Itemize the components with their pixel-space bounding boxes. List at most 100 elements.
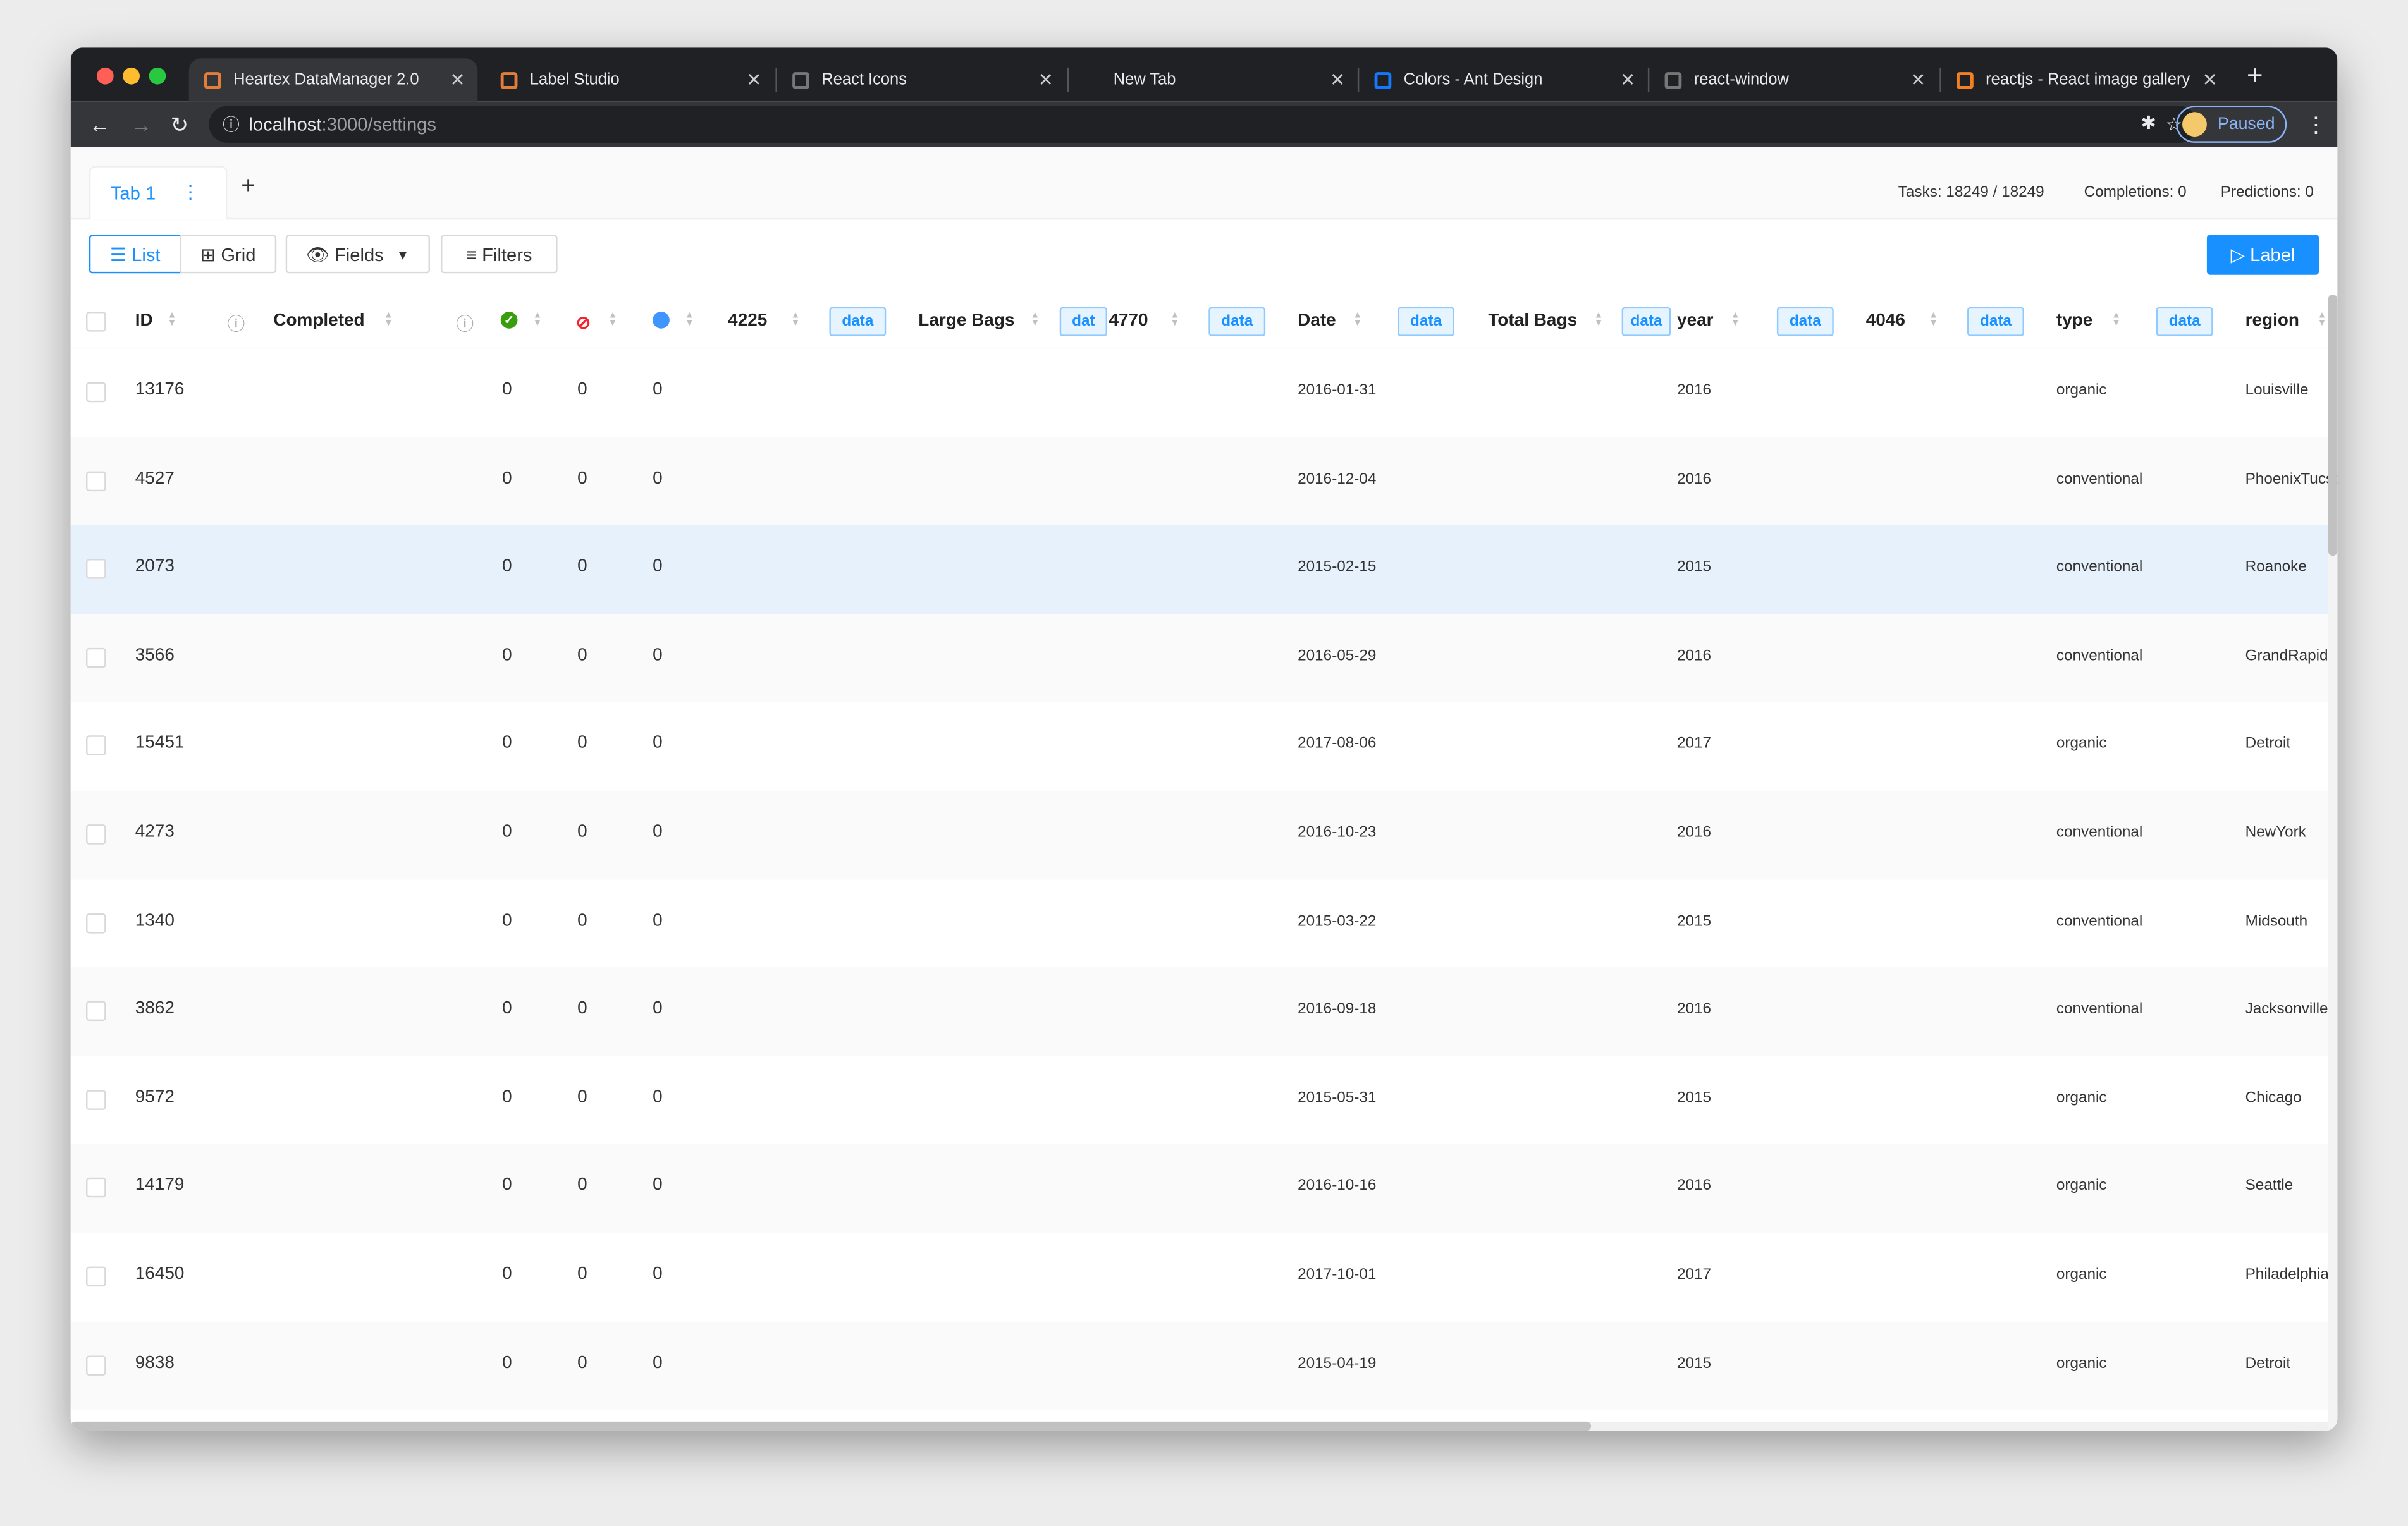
column-type[interactable]: type [2056, 312, 2093, 331]
column-year[interactable]: year [1677, 312, 1714, 331]
add-tab-button[interactable]: + [241, 173, 255, 200]
browser-tab[interactable]: Label Studio ✕ [485, 58, 774, 101]
sort-icon[interactable]: ▲ ▼ [1170, 312, 1180, 329]
label-button[interactable]: ▷ Label [2206, 235, 2319, 275]
minimize-window-button[interactable] [123, 67, 140, 85]
browser-tab[interactable]: Colors - Ant Design ✕ [1359, 58, 1648, 101]
cell-r: 0 [577, 645, 587, 665]
close-tab-icon[interactable]: ✕ [1038, 69, 1054, 91]
url-input[interactable]: ⓘ localhost:3000/settings ☆ [209, 106, 2198, 143]
column-4046[interactable]: 4046 [1865, 312, 1905, 331]
sort-icon[interactable]: ▲ ▼ [685, 312, 694, 329]
close-tab-icon[interactable]: ✕ [746, 69, 762, 91]
new-tab-button[interactable]: + [2247, 59, 2263, 91]
sort-icon[interactable]: ▲ ▼ [1929, 312, 1938, 329]
tab-menu-icon[interactable]: ⋮ [181, 181, 200, 203]
browser-tab[interactable]: Heartex DataManager 2.0 ✕ [188, 58, 478, 102]
browser-tab[interactable]: React Icons ✕ [777, 58, 1066, 101]
maximize-window-button[interactable] [149, 67, 166, 85]
close-tab-icon[interactable]: ✕ [2202, 69, 2218, 91]
row-checkbox[interactable] [86, 1355, 106, 1376]
browser-tab-title: reactjs - React image gallery [1986, 70, 2190, 89]
info-icon[interactable]: ⓘ [223, 116, 240, 135]
close-tab-icon[interactable]: ✕ [1620, 69, 1636, 91]
browser-tab[interactable]: reactjs - React image gallery ✕ [1941, 58, 2230, 101]
table-row[interactable]: 4527 0 0 0 2016-12-04 2016 conventional Phoenix… [70, 437, 2337, 526]
row-checkbox[interactable] [86, 1266, 106, 1287]
sort-icon[interactable]: ▲ ▼ [1731, 312, 1740, 329]
browser-tab[interactable]: react-window ✕ [1649, 58, 1938, 101]
table-row[interactable]: 3566 0 0 0 2016-05-29 2016 conventional GrandRa… [70, 613, 2336, 702]
sort-icon[interactable]: ▲ ▼ [532, 312, 543, 329]
cell-year: 2015 [1677, 559, 1712, 577]
sort-icon[interactable]: ▲ ▼ [2111, 312, 2121, 329]
extensions-icon[interactable]: ✱ [2141, 112, 2156, 134]
fields-button[interactable]: 👁 Fields ▼ [285, 235, 431, 274]
cell-year: 2016 [1677, 382, 1712, 400]
sort-icon[interactable]: ▲ ▼ [384, 312, 393, 329]
row-checkbox[interactable] [86, 913, 106, 933]
table-row[interactable]: 2073 0 0 0 2015-02-15 2015 conventional Roanoke [70, 525, 2328, 614]
table-row[interactable]: 15451 0 0 0 2017-08-06 2017 organic Detroit [70, 702, 2328, 791]
sort-icon[interactable]: ▲ ▼ [608, 312, 618, 329]
back-button[interactable]: ← [89, 112, 111, 137]
sort-icon[interactable]: ▲ ▼ [1353, 312, 1363, 329]
sort-icon[interactable]: ▲ ▼ [2317, 312, 2327, 329]
cell-type: organic [2056, 736, 2107, 753]
sort-icon[interactable]: ▲ ▼ [1594, 312, 1604, 329]
close-tab-icon[interactable]: ✕ [1910, 69, 1926, 91]
close-window-button[interactable] [97, 67, 114, 85]
vertical-scrollbar[interactable] [2328, 295, 2338, 1431]
row-checkbox[interactable] [86, 1089, 106, 1110]
cell-date: 2016-10-16 [1298, 1178, 1377, 1195]
sort-icon[interactable]: ▲ ▼ [167, 312, 177, 329]
sort-icon[interactable]: ▲ ▼ [1030, 312, 1040, 329]
horizontal-scroll-thumb[interactable] [70, 1421, 1592, 1431]
table-row[interactable]: 3862 0 0 0 2016-09-18 2016 conventional Jackson… [70, 967, 2328, 1056]
filters-button[interactable]: ≡ Filters [441, 235, 558, 274]
list-view-button[interactable]: ☰ List [89, 235, 181, 274]
browser-menu-icon[interactable]: ⋮ [2305, 112, 2327, 137]
column-date[interactable]: Date [1298, 312, 1336, 331]
completions-check-icon: ✓ [500, 312, 518, 329]
row-checkbox[interactable] [86, 382, 106, 403]
cell-p: 0 [653, 381, 663, 400]
close-tab-icon[interactable]: ✕ [1330, 69, 1346, 91]
cell-p: 0 [653, 1353, 663, 1372]
row-checkbox[interactable] [86, 1001, 106, 1022]
horizontal-scrollbar[interactable] [70, 1421, 2328, 1431]
column-id[interactable]: ID [135, 312, 153, 331]
table-row[interactable]: 9572 0 0 0 2015-05-31 2015 organic Chicago [70, 1056, 2328, 1145]
column-completed[interactable]: Completed [273, 312, 365, 331]
column-4770[interactable]: 4770 [1109, 312, 1148, 331]
profile-button[interactable]: Paused [2176, 106, 2287, 143]
reload-button[interactable]: ↻ [170, 112, 189, 137]
row-checkbox[interactable] [86, 647, 106, 668]
close-tab-icon[interactable]: ✕ [450, 69, 465, 91]
forward-button[interactable]: → [130, 112, 152, 137]
table-row[interactable]: 14179 0 0 0 2016-10-16 2016 organic Seattle [70, 1144, 2328, 1233]
tab-tab-1[interactable]: Tab 1 ⋮ [89, 166, 228, 220]
table-row[interactable]: 13176 0 0 0 2016-01-31 2016 organic Louisville [70, 348, 2328, 437]
grid-view-button[interactable]: ⊞ Grid [180, 235, 277, 274]
cell-region: Philadelphia [2245, 1266, 2329, 1284]
table-row[interactable]: 1340 0 0 0 2015-03-22 2015 conventional Midsout… [70, 879, 2328, 968]
row-checkbox[interactable] [86, 1178, 106, 1199]
select-all-checkbox[interactable] [86, 312, 106, 332]
table-row[interactable]: 4273 0 0 0 2016-10-23 2016 conventional NewYork [70, 790, 2328, 879]
row-checkbox[interactable] [86, 470, 106, 491]
column-large-bags[interactable]: Large Bags [918, 312, 1015, 331]
row-checkbox[interactable] [86, 736, 106, 756]
column-4225[interactable]: 4225 [728, 312, 768, 331]
vertical-scroll-thumb[interactable] [2328, 295, 2338, 556]
cell-c: 0 [502, 734, 512, 753]
row-checkbox[interactable] [86, 559, 106, 580]
browser-tab[interactable]: New Tab ✕ [1069, 58, 1358, 101]
tab-label: Tab 1 [110, 183, 156, 205]
table-row[interactable]: 16450 0 0 0 2017-10-01 2017 organic Philadelphi… [70, 1233, 2329, 1322]
column-region[interactable]: region [2245, 312, 2299, 331]
row-checkbox[interactable] [86, 824, 106, 845]
column-total-bags[interactable]: Total Bags [1488, 312, 1578, 331]
table-row[interactable]: 9838 0 0 0 2015-04-19 2015 organic Detroit [70, 1321, 2328, 1410]
sort-icon[interactable]: ▲ ▼ [790, 312, 801, 329]
